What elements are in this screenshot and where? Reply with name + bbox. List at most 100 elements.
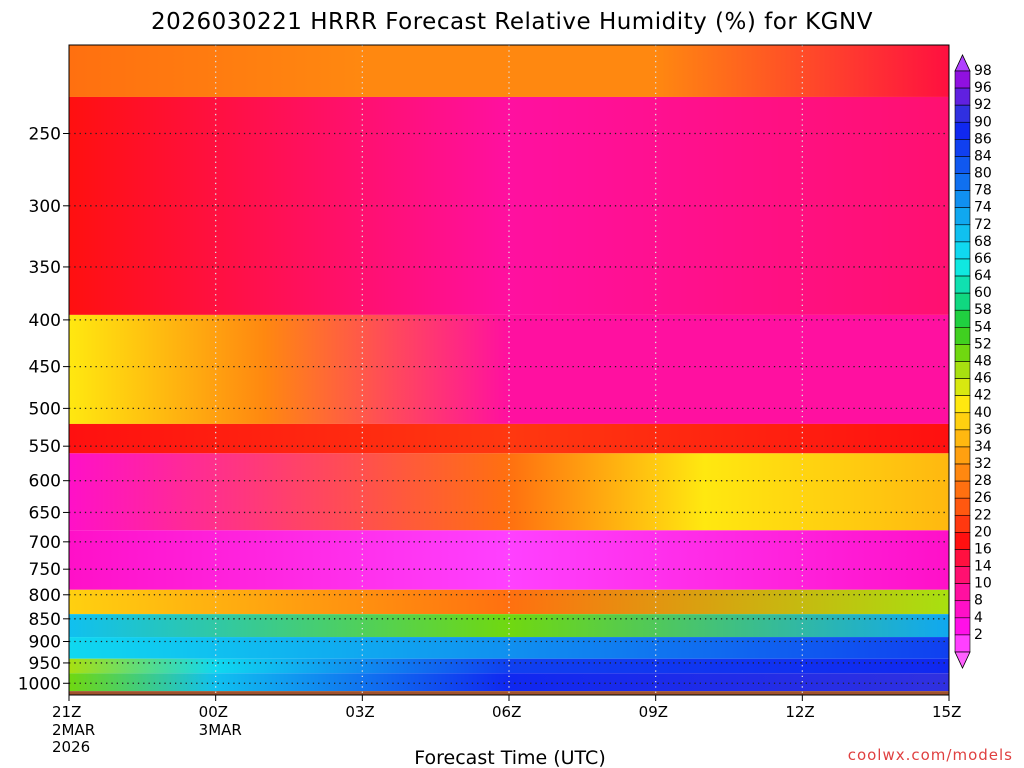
colorbar-swatch xyxy=(954,463,971,482)
colorbar-swatch xyxy=(954,241,971,260)
y-tick-label: 1000 xyxy=(18,674,61,694)
colorbar-label: 74 xyxy=(974,200,992,216)
y-tick-label: 850 xyxy=(29,610,61,630)
colorbar-swatch xyxy=(954,173,971,191)
x-tick-label: 03Z xyxy=(345,703,374,721)
colorbar-label: 72 xyxy=(974,217,992,233)
rh-layer xyxy=(69,614,949,638)
colorbar-label: 54 xyxy=(974,319,992,335)
colorbar-swatch xyxy=(954,532,971,550)
colorbar-label: 96 xyxy=(974,80,992,96)
grid-lines xyxy=(69,45,949,695)
x-tick-sublabel: 3MAR xyxy=(199,721,242,739)
colorbar-label: 20 xyxy=(974,524,992,540)
colorbar-label: 98 xyxy=(974,63,992,79)
y-tick-label: 300 xyxy=(29,197,61,217)
colorbar-label: 86 xyxy=(974,131,992,147)
y-axis: 2503003504004505005506006507007508008509… xyxy=(18,124,69,694)
colorbar-label: 42 xyxy=(974,388,992,404)
colorbar-swatch xyxy=(954,207,971,226)
x-tick-sublabel: 2026 xyxy=(52,738,90,756)
y-tick-label: 650 xyxy=(29,503,61,523)
x-tick-label: 00Z xyxy=(199,703,228,721)
colorbar-under-arrow xyxy=(954,651,971,669)
colorbar-label: 34 xyxy=(974,439,992,455)
colorbar-swatch xyxy=(954,292,971,311)
colorbar-label: 4 xyxy=(974,610,983,626)
colorbar-swatch xyxy=(954,104,971,123)
y-tick-label: 800 xyxy=(29,586,61,606)
y-tick-label: 950 xyxy=(29,654,61,674)
colorbar-over-arrow xyxy=(954,54,971,72)
colorbar-swatch xyxy=(954,480,971,499)
y-tick-label: 550 xyxy=(29,437,61,457)
rh-layer xyxy=(69,637,949,659)
x-tick-label: 06Z xyxy=(492,703,521,721)
colorbar-swatch xyxy=(954,566,971,584)
colorbar-swatch xyxy=(954,309,971,328)
colorbar-label: 26 xyxy=(974,490,992,506)
colorbar-label: 14 xyxy=(974,559,992,575)
colorbar-label: 84 xyxy=(974,148,992,164)
colorbar-swatch xyxy=(954,121,971,140)
y-tick-label: 450 xyxy=(29,358,61,378)
y-tick-label: 350 xyxy=(29,258,61,278)
colorbar-swatch xyxy=(954,429,971,448)
colorbar-swatch xyxy=(954,139,971,157)
colorbar-swatch xyxy=(954,600,971,619)
colorbar-label: 22 xyxy=(974,507,992,523)
colorbar-label: 32 xyxy=(974,456,992,472)
x-tick-label: 12Z xyxy=(785,703,814,721)
y-tick-label: 750 xyxy=(29,560,61,580)
colorbar-swatch xyxy=(954,412,971,431)
y-tick-label: 600 xyxy=(29,472,61,492)
colorbar-label: 64 xyxy=(974,268,992,284)
colorbar-swatch xyxy=(954,361,971,379)
x-tick-label: 15Z xyxy=(932,703,961,721)
credit-text: coolwx.com/models xyxy=(848,746,1013,764)
colorbar-label: 68 xyxy=(974,234,992,250)
colorbar-legend: 9896929086848078747268666460585452484642… xyxy=(954,54,992,669)
y-tick-label: 700 xyxy=(29,533,61,553)
colorbar-label: 48 xyxy=(974,354,992,370)
y-tick-label: 400 xyxy=(29,311,61,331)
y-tick-label: 250 xyxy=(29,124,61,144)
colorbar-swatch xyxy=(954,190,971,209)
colorbar-swatch xyxy=(954,583,971,602)
colorbar-swatch xyxy=(954,275,971,294)
colorbar-label: 16 xyxy=(974,541,992,557)
colorbar-label: 78 xyxy=(974,183,992,199)
colorbar-swatch xyxy=(954,514,971,533)
x-tick-sublabel: 2MAR xyxy=(52,721,95,739)
colorbar-label: 2 xyxy=(974,627,983,643)
colorbar-swatch xyxy=(954,224,971,243)
y-tick-label: 500 xyxy=(29,399,61,419)
chart-title: 2026030221 HRRR Forecast Relative Humidi… xyxy=(151,9,873,35)
colorbar-label: 58 xyxy=(974,302,992,318)
colorbar-swatch xyxy=(954,446,971,465)
colorbar-label: 8 xyxy=(974,593,983,609)
rh-layer xyxy=(69,45,949,97)
colorbar-swatch xyxy=(954,395,971,414)
colorbar-label: 80 xyxy=(974,166,992,182)
colorbar-swatch xyxy=(954,87,971,106)
colorbar-swatch xyxy=(954,634,971,653)
y-tick-label: 900 xyxy=(29,632,61,652)
colorbar-label: 36 xyxy=(974,422,992,438)
x-tick-label: 09Z xyxy=(639,703,668,721)
x-axis-label: Forecast Time (UTC) xyxy=(414,747,605,768)
colorbar-swatch xyxy=(954,617,971,636)
colorbar-label: 90 xyxy=(974,114,992,130)
x-tick-label: 21Z xyxy=(52,703,81,721)
colorbar-swatch xyxy=(954,378,971,396)
colorbar-label: 46 xyxy=(974,371,992,387)
colorbar-label: 66 xyxy=(974,251,992,267)
colorbar-label: 28 xyxy=(974,473,992,489)
colorbar-swatch xyxy=(954,156,971,174)
colorbar-label: 92 xyxy=(974,97,992,113)
colorbar-label: 52 xyxy=(974,336,992,352)
colorbar-swatch xyxy=(954,549,971,567)
colorbar-swatch xyxy=(954,70,971,89)
